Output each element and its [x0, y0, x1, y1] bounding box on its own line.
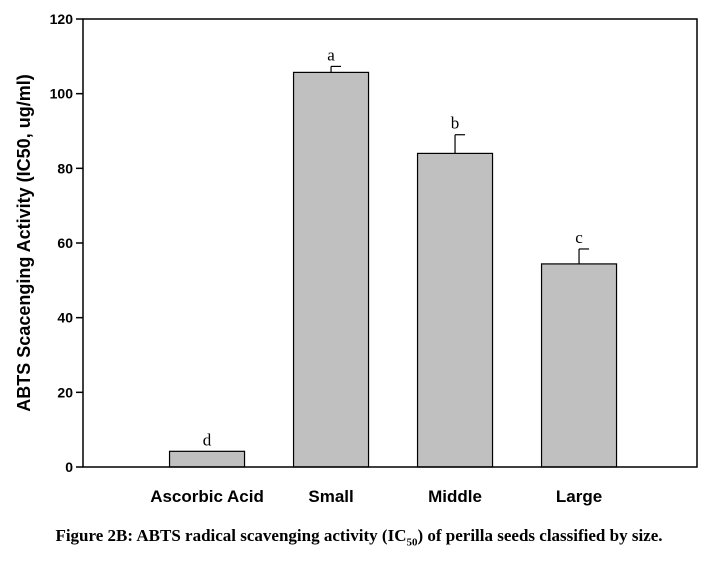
category-labels: Ascorbic Acid Small Middle Large [150, 487, 602, 506]
y-axis-ticks: 0 20 40 60 80 100 120 [50, 11, 83, 475]
significance-label: b [451, 114, 460, 133]
y-tick-label: 80 [57, 160, 73, 176]
bar-chart: 0 20 40 60 80 100 120 d a b c Ascorbic Acid Small M… [14, 11, 698, 506]
figure-caption: Figure 2B: ABTS radical scavenging activ… [0, 526, 718, 548]
category-label: Middle [428, 487, 482, 506]
significance-label: a [327, 45, 335, 64]
category-label: Ascorbic Acid [150, 487, 264, 506]
y-tick-label: 100 [50, 86, 74, 102]
y-tick-label: 120 [50, 11, 74, 27]
caption-subscript: 50 [406, 536, 418, 549]
bar [540, 263, 618, 468]
y-tick-label: 60 [57, 235, 73, 251]
bar [416, 152, 494, 468]
y-tick-label: 40 [57, 310, 73, 326]
significance-label: c [575, 228, 583, 247]
category-label: Small [308, 487, 353, 506]
plot-frame [82, 18, 698, 468]
bars: d a b c [168, 45, 618, 468]
bar [168, 450, 246, 468]
caption-suffix: ) of perilla seeds classified by size. [417, 526, 663, 545]
y-tick-label: 20 [57, 384, 73, 400]
category-label: Large [556, 487, 602, 506]
y-axis-label: ABTS Scacenging Activity (IC50, ug/ml) [14, 74, 34, 411]
bar [292, 71, 370, 468]
significance-label: d [203, 430, 212, 449]
y-tick-label: 0 [65, 459, 73, 475]
caption-prefix: Figure 2B: ABTS radical scavenging activ… [55, 526, 407, 545]
